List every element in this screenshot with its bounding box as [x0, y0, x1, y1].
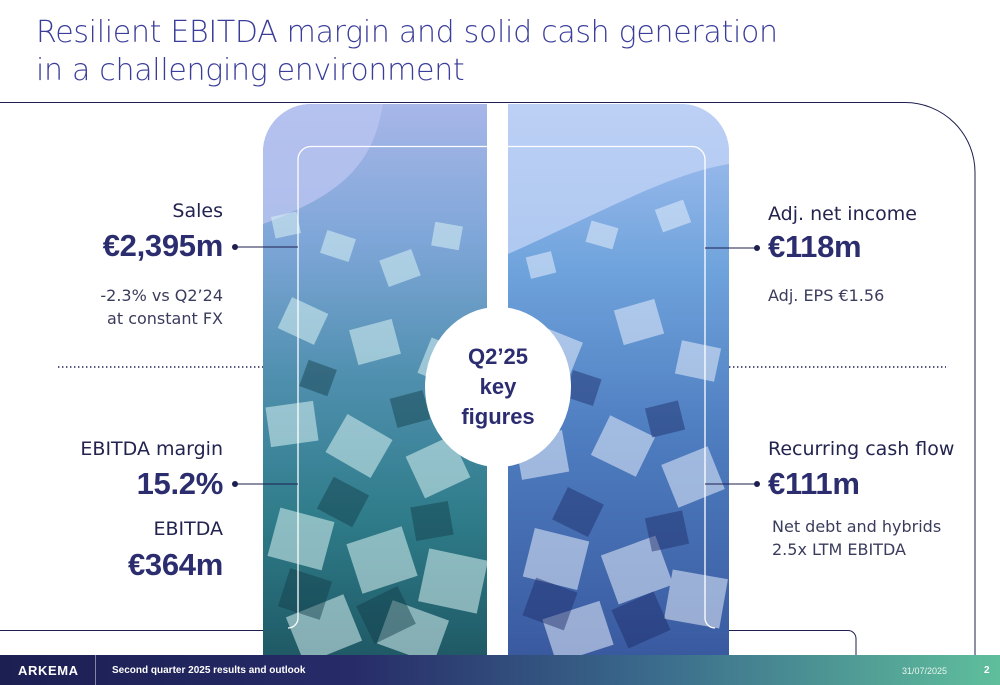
sales-label: Sales	[172, 200, 223, 222]
slide-title-line-1: Resilient EBITDA margin and solid cash g…	[36, 15, 778, 50]
ebitda-margin-value: 15.2%	[136, 466, 224, 501]
arkema-logo: ARKEMA	[18, 663, 79, 678]
center-badge-line-3: figures	[461, 404, 535, 429]
footer-divider	[95, 655, 96, 685]
footer-date: 31/07/2025	[902, 666, 948, 676]
dot-ebitda-margin	[232, 481, 238, 487]
net-income-value: €118m	[768, 229, 862, 264]
adj-eps-note: Adj. EPS €1.56	[768, 286, 885, 305]
sales-note-line-2: at constant FX	[107, 309, 223, 328]
footer-subtitle: Second quarter 2025 results and outlook	[112, 665, 306, 676]
page-number: 2	[984, 665, 990, 676]
inner-frame-left	[287, 145, 491, 629]
dot-net-income	[754, 245, 760, 251]
center-key-figures-badge: Q2’25 key figures	[425, 307, 571, 467]
sales-note: -2.3% vs Q2’24 at constant FX	[100, 284, 223, 330]
dot-cash-flow	[754, 481, 760, 487]
cash-flow-value: €111m	[768, 466, 860, 501]
net-debt-note: Net debt and hybrids 2.5x LTM EBITDA	[772, 515, 941, 561]
net-debt-note-line-2: 2.5x LTM EBITDA	[772, 540, 906, 559]
ebitda-value: €364m	[127, 547, 223, 582]
slide-title: Resilient EBITDA margin and solid cash g…	[36, 14, 778, 90]
center-badge-line-1: Q2’25	[468, 344, 528, 369]
net-debt-note-line-1: Net debt and hybrids	[772, 517, 942, 536]
footer-bar	[0, 655, 1000, 685]
header-rule	[0, 102, 976, 655]
dot-sales	[232, 244, 238, 250]
cash-flow-label: Recurring cash flow	[768, 438, 955, 460]
inner-frame-right	[506, 145, 716, 629]
center-badge-line-2: key	[479, 374, 517, 399]
sales-note-line-1: -2.3% vs Q2’24	[100, 286, 223, 305]
ebitda-margin-label: EBITDA margin	[80, 438, 223, 460]
ebitda-label: EBITDA	[153, 518, 223, 540]
right-bottom-rule	[600, 630, 857, 655]
sales-value: €2,395m	[102, 228, 224, 263]
slide-title-line-2: in a challenging environment	[36, 53, 465, 88]
net-income-label: Adj. net income	[768, 203, 917, 225]
